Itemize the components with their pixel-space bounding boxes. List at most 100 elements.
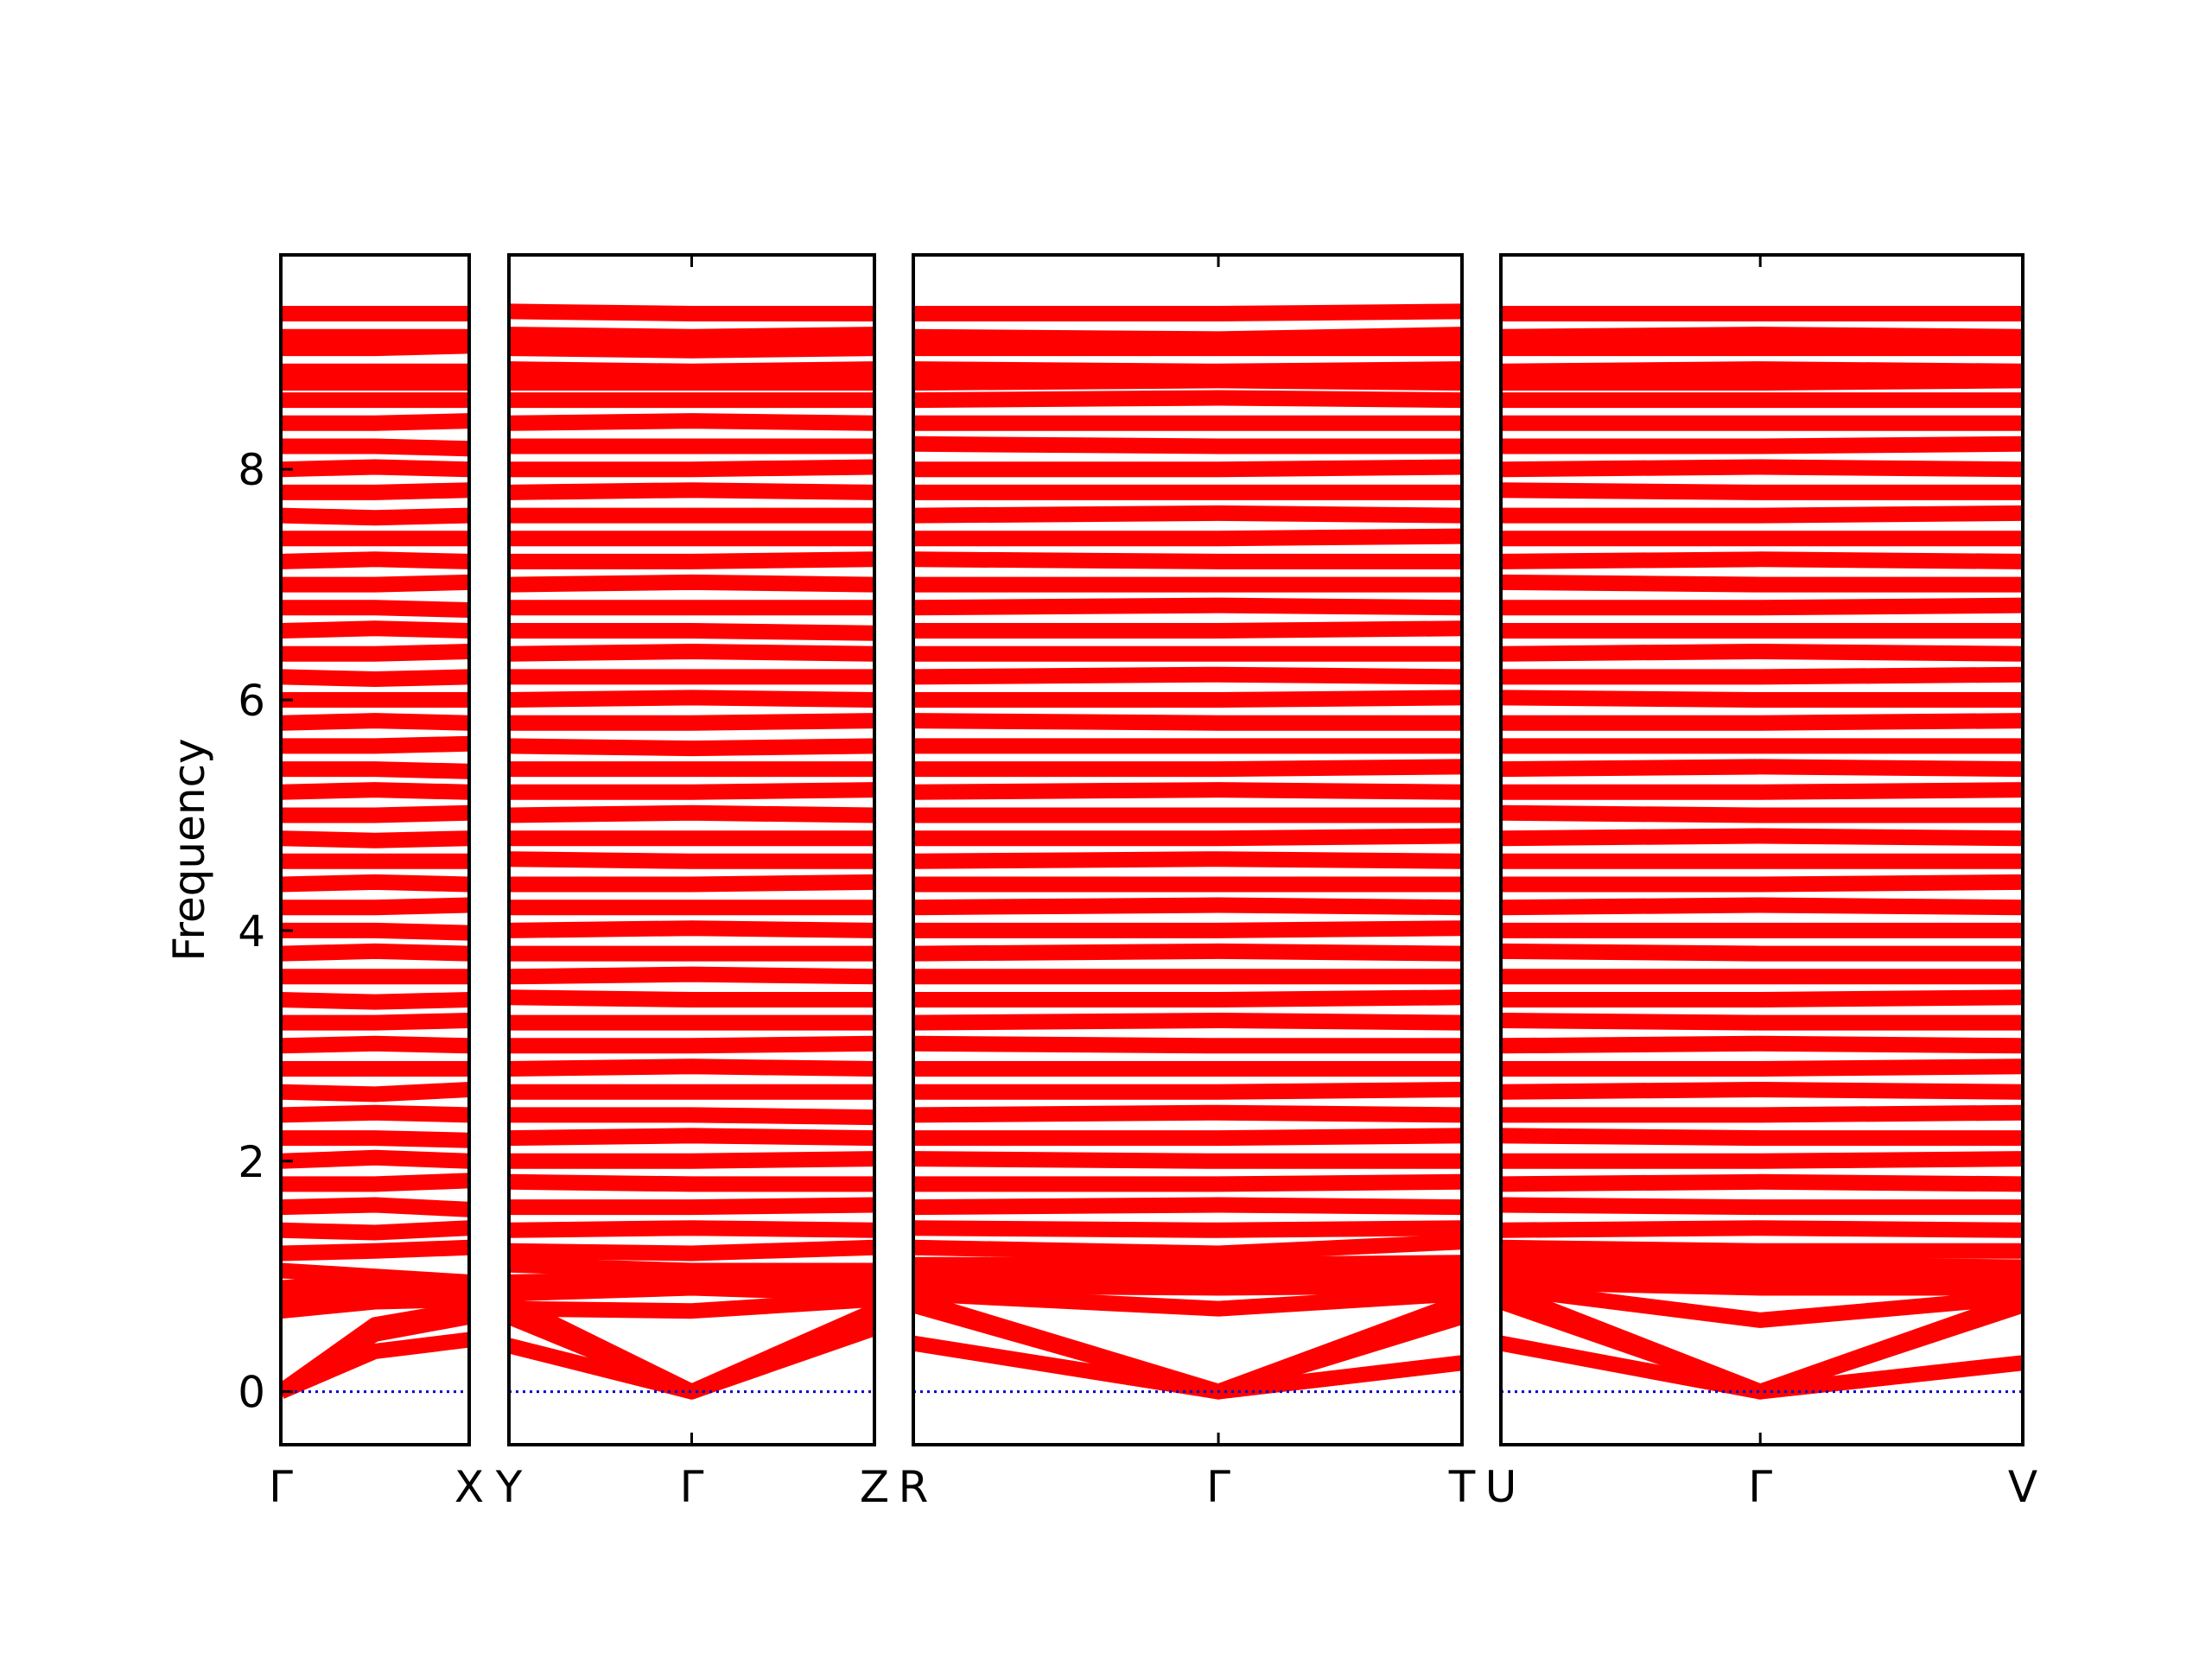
band-line <box>913 1151 1462 1169</box>
band-line <box>913 303 1462 321</box>
y-axis-label: Frequency <box>164 738 214 961</box>
band-line <box>913 361 1462 379</box>
band-line <box>509 1294 874 1400</box>
band-line <box>913 459 1462 478</box>
band-line <box>1501 897 2023 916</box>
band-line <box>913 551 1462 569</box>
band-line <box>913 1035 1462 1054</box>
band-line <box>913 390 1462 409</box>
band-line <box>509 1058 874 1077</box>
band-line <box>281 669 469 687</box>
band-line <box>913 1082 1462 1100</box>
band-line <box>281 735 469 754</box>
band-line <box>281 413 469 431</box>
band-line <box>509 1280 874 1302</box>
band-line <box>913 1255 1462 1273</box>
band-line <box>281 992 469 1010</box>
band-line <box>281 1291 469 1319</box>
band-line <box>281 1082 469 1103</box>
panel-frame <box>279 253 471 1446</box>
band-line <box>509 989 874 1007</box>
band-line <box>509 1239 874 1262</box>
band-line <box>1501 597 2023 616</box>
x-tick-label: V <box>2008 1462 2037 1512</box>
band-line <box>913 372 1462 391</box>
x-tick-label: Γ <box>269 1462 293 1512</box>
band-line <box>281 943 469 962</box>
x-tick-label: T <box>1448 1462 1476 1512</box>
band-line <box>913 920 1462 938</box>
band-line <box>913 782 1462 800</box>
band-line <box>509 1107 874 1126</box>
band-line <box>509 1291 874 1319</box>
band-line <box>509 574 874 593</box>
band-line <box>509 1220 874 1238</box>
band-line <box>1501 713 2023 731</box>
band-line <box>1501 1128 2023 1147</box>
plot-area <box>913 303 1462 1400</box>
panel-frame <box>1499 253 2024 1446</box>
band-line <box>509 738 874 757</box>
band-line <box>1501 1104 2023 1123</box>
band-line <box>509 1173 874 1192</box>
band-line <box>1501 1013 2023 1031</box>
x-tick-label: U <box>1485 1462 1517 1512</box>
band-line <box>509 340 874 359</box>
band-line <box>281 507 469 526</box>
band-line <box>1501 459 2023 478</box>
band-line <box>281 897 469 916</box>
band-line <box>1501 1082 2023 1100</box>
x-tick-label: Γ <box>1206 1462 1230 1512</box>
x-tick-label: Γ <box>680 1462 704 1512</box>
band-line <box>1501 828 2023 847</box>
y-tick-label: 4 <box>238 906 265 957</box>
band-line <box>281 600 469 618</box>
band-line <box>1501 666 2023 685</box>
band-line <box>281 761 469 779</box>
band-line <box>281 338 469 357</box>
y-tick-label: 6 <box>238 676 265 726</box>
band-line <box>1501 1266 2023 1285</box>
band-line <box>913 597 1462 616</box>
band-line <box>913 1013 1462 1031</box>
band-line <box>281 874 469 893</box>
band-line <box>913 897 1462 916</box>
band-line <box>1501 782 2023 800</box>
band-line <box>913 943 1462 962</box>
band-line <box>1501 551 2023 569</box>
band-line <box>1501 574 2023 593</box>
band-line <box>281 551 469 569</box>
band-line <box>509 851 874 869</box>
band-line <box>509 1270 874 1290</box>
band-line <box>913 851 1462 869</box>
band-line <box>509 1128 874 1147</box>
plot-area <box>281 306 469 1399</box>
band-line <box>1501 1274 2023 1296</box>
band-line <box>1501 482 2023 500</box>
band-line <box>913 690 1462 708</box>
band-line <box>1501 1058 2023 1077</box>
band-line <box>913 1104 1462 1123</box>
band-line <box>281 1300 469 1398</box>
band-line <box>913 1220 1462 1238</box>
band-line <box>913 505 1462 524</box>
band-line <box>1501 435 2023 454</box>
band-line <box>281 782 469 800</box>
band-line <box>281 1104 469 1123</box>
band-line <box>1501 759 2023 778</box>
band-line <box>913 1268 1462 1287</box>
band-line <box>1501 874 2023 893</box>
band-line <box>509 713 874 731</box>
band-line <box>1501 1220 2023 1238</box>
band-line <box>1501 1197 2023 1216</box>
band-line <box>913 1286 1462 1317</box>
y-tick-label: 0 <box>238 1368 265 1418</box>
band-line <box>913 1197 1462 1216</box>
band-line <box>281 830 469 849</box>
band-line <box>1501 372 2023 391</box>
band-line <box>281 1262 469 1290</box>
